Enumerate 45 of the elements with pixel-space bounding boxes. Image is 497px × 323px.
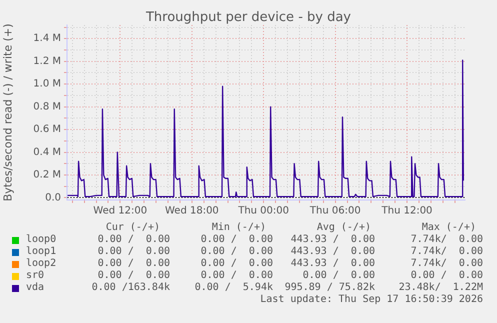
- y-tick-label: 0.0: [45, 192, 61, 204]
- text: 0.00 / 5.94k: [194, 282, 273, 294]
- text: 0.00 / 0.00: [98, 246, 170, 258]
- text: 0.00 /163.84k: [92, 282, 170, 294]
- text: 0.00 / 0.00: [302, 270, 375, 282]
- text: 0.00 / 0.00: [200, 246, 273, 258]
- legend-label: loop0: [26, 234, 56, 246]
- text: 0.00 / 0.00: [200, 234, 273, 246]
- text: Max (-/+): [422, 222, 476, 234]
- x-tick-label: Wed 18:00: [164, 206, 219, 217]
- text: Avg (-/+): [316, 222, 371, 234]
- text: 443.93 / 0.00: [290, 246, 375, 258]
- text: Min (-/+): [212, 222, 266, 234]
- text: 0.00 / 0.00: [200, 270, 273, 282]
- text: 0.00 / 0.00: [200, 258, 273, 270]
- x-tick-label: Thu 06:00: [308, 206, 361, 217]
- text: 0.00 / 0.00: [98, 234, 170, 246]
- legend-label: vda: [26, 282, 44, 294]
- y-tick-label: 1.4 M: [33, 33, 61, 44]
- legend-label: loop1: [26, 246, 56, 258]
- y-tick-label: 1.2 M: [33, 56, 61, 67]
- text: Last update: Thu Sep 17 16:50:39 2026: [260, 294, 483, 306]
- y-tick-label: 0.6 M: [33, 124, 61, 136]
- y-axis-title: Bytes/second read (-) / write (+): [1, 24, 14, 202]
- y-tick-label: 0.4 M: [33, 146, 61, 158]
- text: 443.93 / 0.00: [290, 258, 375, 270]
- text: 7.74k/ 0.00: [410, 246, 483, 258]
- y-tick-label: 1.0 M: [33, 78, 61, 90]
- text: Cur (-/+): [106, 222, 160, 234]
- text: 0.00 / 0.00: [98, 258, 170, 270]
- text: 7.74k/ 0.00: [410, 258, 483, 270]
- text: 7.74k/ 0.00: [410, 234, 483, 246]
- y-tick-label: 0.8 M: [33, 101, 61, 112]
- legend-label: sr0: [26, 270, 44, 282]
- text: 0.00 / 0.00: [98, 270, 170, 282]
- text: 23.48k/ 1.22M: [398, 282, 483, 294]
- x-tick-label: Thu 12:00: [380, 206, 432, 217]
- x-tick-label: Wed 12:00: [93, 206, 148, 217]
- text: 0.00 / 0.00: [410, 270, 483, 282]
- text: 995.89 / 75.82k: [284, 282, 375, 294]
- chart-title: Throughput per device - by day: [144, 10, 352, 25]
- x-tick-label: Thu 00:00: [237, 206, 289, 217]
- y-tick-label: 0.2 M: [33, 170, 61, 181]
- text: 443.93 / 0.00: [290, 234, 375, 246]
- legend-label: loop2: [26, 258, 56, 270]
